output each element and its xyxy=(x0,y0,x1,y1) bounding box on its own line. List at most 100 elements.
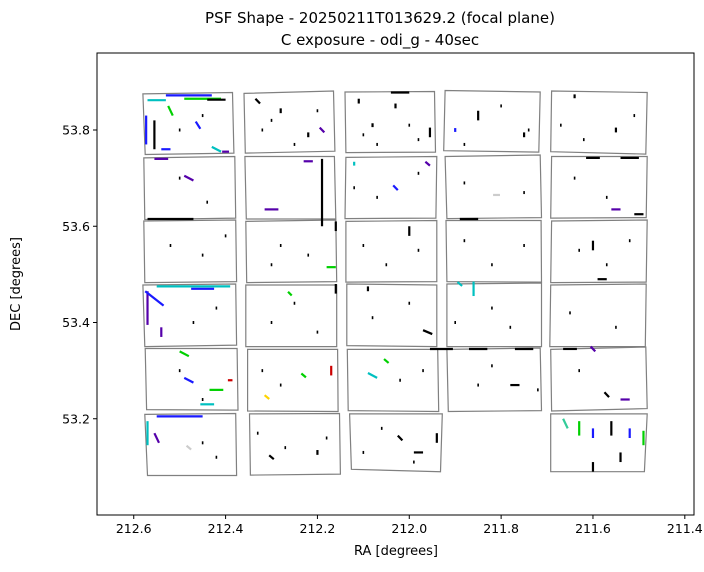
detectors xyxy=(142,89,648,477)
psf-dot xyxy=(178,176,181,180)
psf-dot xyxy=(362,244,365,247)
y-ticks: 53.2 53.4 53.6 53.8 xyxy=(62,123,97,426)
psf-dot xyxy=(256,431,259,435)
psf-dot xyxy=(628,239,631,243)
psf-dot xyxy=(408,123,411,127)
psf-dot xyxy=(325,436,328,440)
psf-dot xyxy=(270,118,273,122)
psf-dot xyxy=(270,263,273,267)
psf-dot xyxy=(500,104,502,108)
detector-outline xyxy=(445,219,543,283)
detector-outline xyxy=(550,155,648,219)
psf-whisker xyxy=(589,345,597,353)
psf-whisker xyxy=(194,120,202,130)
psf-dot xyxy=(422,369,424,373)
psf-dot xyxy=(417,171,420,175)
whiskers xyxy=(144,91,645,472)
psf-whisker xyxy=(456,281,463,287)
psf-dot xyxy=(560,123,562,127)
psf-dot xyxy=(353,186,355,190)
psf-dot xyxy=(399,378,401,382)
psf-dot xyxy=(537,388,539,392)
psf-dot xyxy=(201,398,204,401)
psf-dot xyxy=(224,234,227,238)
detector-outline xyxy=(142,91,235,156)
psf-whisker xyxy=(179,350,190,358)
psf-dot xyxy=(523,191,525,195)
psf-dot xyxy=(477,383,479,387)
psf-dot xyxy=(605,263,608,267)
psf-dot xyxy=(463,239,466,243)
detector-outline xyxy=(144,412,238,477)
psf-dot xyxy=(491,263,493,267)
detector-outline xyxy=(245,219,338,284)
psf-whisker xyxy=(424,160,431,167)
psf-dot xyxy=(527,128,530,132)
psf-dot xyxy=(201,253,204,257)
psf-dot xyxy=(279,244,282,247)
psf-whisker xyxy=(211,145,222,153)
psf-dot xyxy=(215,306,218,310)
psf-dot xyxy=(491,364,493,368)
psf-whisker xyxy=(167,105,174,117)
y-tick-label: 53.6 xyxy=(62,219,90,234)
psf-whisker xyxy=(144,290,165,307)
detector-outline xyxy=(348,413,443,473)
detector-outline xyxy=(143,155,237,221)
psf-dot xyxy=(491,306,493,310)
psf-whisker xyxy=(383,358,390,364)
psf-whisker xyxy=(562,418,569,429)
psf-whisker xyxy=(254,97,261,105)
psf-whisker xyxy=(318,126,326,134)
psf-dot xyxy=(408,301,411,305)
detector-outline xyxy=(550,219,648,284)
psf-whisker xyxy=(367,372,378,379)
y-tick-label: 53.4 xyxy=(62,315,90,330)
psf-dot xyxy=(316,109,319,113)
x-axis-label: RA [degrees] xyxy=(354,544,438,559)
detector-outline xyxy=(244,155,337,220)
psf-whisker xyxy=(287,290,293,297)
psf-dot xyxy=(615,325,617,329)
psf-whisker xyxy=(603,391,610,398)
psf-dot xyxy=(633,114,636,118)
psf-dot xyxy=(578,369,580,373)
y-axis-label: DEC [degrees] xyxy=(9,237,24,331)
x-tick-label: 212.4 xyxy=(208,521,244,536)
psf-dot xyxy=(362,450,365,454)
psf-whisker xyxy=(263,394,270,400)
psf-dot xyxy=(463,142,466,146)
detector-outline xyxy=(247,348,339,413)
psf-dot xyxy=(573,176,576,180)
x-tick-label: 211.8 xyxy=(483,521,519,536)
psf-dot xyxy=(316,330,319,334)
x-tick-label: 212.2 xyxy=(300,521,336,536)
detector-outline xyxy=(549,283,647,348)
y-tick-label: 53.2 xyxy=(62,411,90,426)
psf-dot xyxy=(178,369,181,373)
dots xyxy=(169,104,636,464)
detector-outline xyxy=(550,90,648,155)
psf-whisker xyxy=(183,376,194,384)
plot-frame xyxy=(96,52,695,516)
psf-dot xyxy=(201,114,204,118)
psf-whisker xyxy=(397,434,404,442)
psf-dot xyxy=(578,248,580,252)
psf-dot xyxy=(417,248,420,252)
detector-outline xyxy=(446,282,543,348)
psf-dot xyxy=(192,321,195,324)
detector-outline xyxy=(444,154,543,220)
psf-dot xyxy=(279,383,282,387)
detector-outline xyxy=(143,219,238,284)
y-tick-label: 53.8 xyxy=(62,123,90,138)
detector-outline xyxy=(550,413,648,473)
psf-dot xyxy=(605,195,608,199)
detector-outline xyxy=(446,347,543,413)
psf-whisker xyxy=(422,329,433,336)
psf-dot xyxy=(385,263,388,267)
psf-dot xyxy=(206,200,209,204)
psf-dot xyxy=(215,455,218,459)
psf-dot xyxy=(307,253,310,257)
psf-whisker xyxy=(185,444,192,451)
detector-outline xyxy=(345,219,438,283)
